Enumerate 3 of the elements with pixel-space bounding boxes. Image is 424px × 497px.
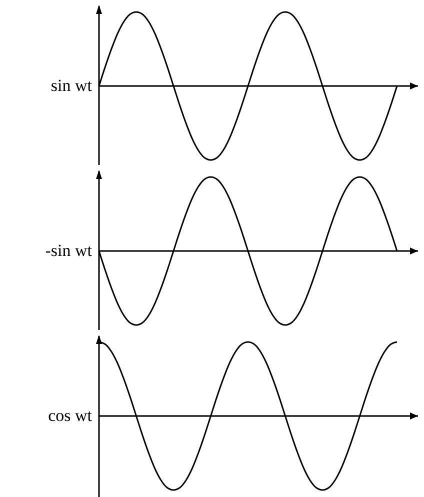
- y-axis-title: sin wt: [50, 76, 92, 95]
- y-axis-title: cos wt: [48, 406, 92, 425]
- y-axis-title: -sin wt: [45, 241, 92, 260]
